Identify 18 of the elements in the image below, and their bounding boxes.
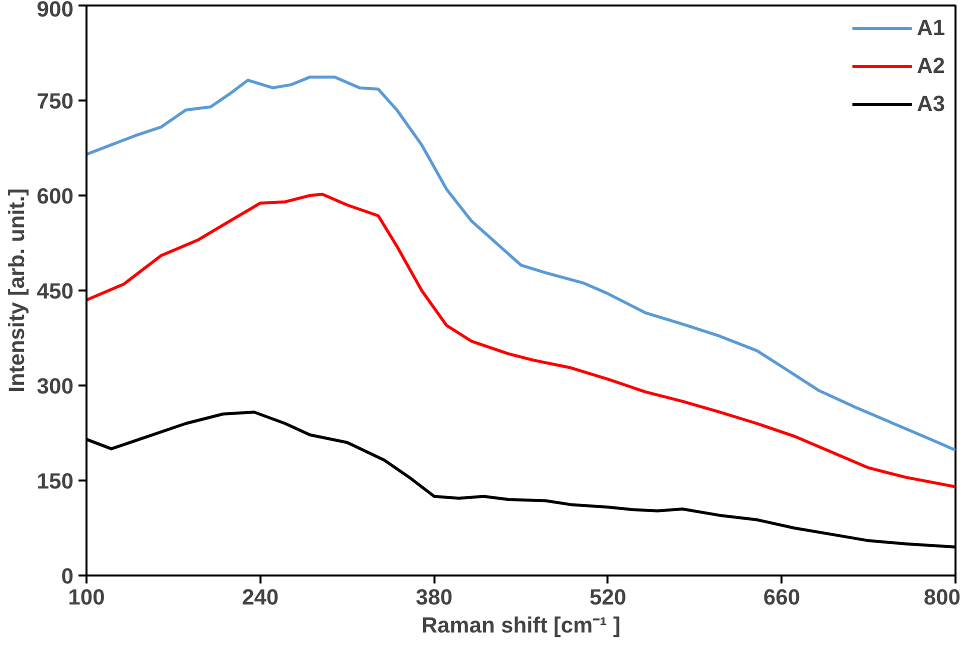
- y-tick-label: 300: [36, 374, 74, 398]
- x-axis-title: Raman shift [cm⁻¹ ]: [422, 612, 620, 638]
- y-tick-label: 750: [36, 88, 74, 114]
- x-tick-label: 520: [590, 584, 626, 610]
- y-axis-title: Intensity [arb. unit.]: [4, 188, 29, 393]
- legend-label: A1: [916, 15, 945, 41]
- legend-label: A3: [916, 91, 945, 117]
- y-tick-label: 450: [36, 278, 74, 304]
- legend-label: A2: [916, 53, 945, 79]
- x-tick-label: 380: [416, 584, 452, 610]
- y-tick-label: 900: [36, 0, 74, 22]
- line-series: [86, 76, 956, 452]
- y-tick-label: 600: [36, 184, 74, 208]
- x-tick-label: 240: [242, 584, 279, 610]
- x-tick-label: 660: [763, 584, 800, 610]
- y-tick-label: 150: [36, 468, 74, 494]
- line-series: [86, 192, 956, 488]
- x-tick-label: 800: [924, 584, 961, 610]
